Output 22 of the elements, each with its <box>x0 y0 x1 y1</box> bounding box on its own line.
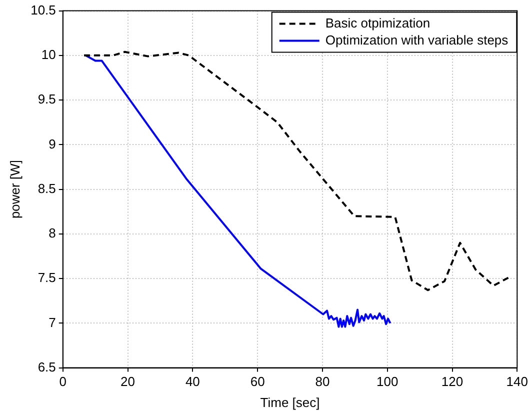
x-tick-label: 120 <box>441 374 464 390</box>
x-tick-label: 40 <box>185 374 200 390</box>
x-tick-label: 100 <box>376 374 398 390</box>
y-axis-title: power [W] <box>7 160 22 219</box>
x-axis-title: Time [sec] <box>260 394 320 410</box>
y-tick-label: 10 <box>41 47 56 62</box>
x-tick-label: 20 <box>120 374 136 390</box>
y-tick-label: 10.5 <box>30 2 56 18</box>
line-series <box>82 50 510 292</box>
y-tick-label: 8.5 <box>38 180 56 196</box>
legend-label: Optimization with variable steps <box>325 32 509 48</box>
x-tick-label: 0 <box>59 374 67 390</box>
y-tick-label: 7.5 <box>38 270 56 286</box>
y-tick-label: 7 <box>48 314 56 330</box>
legend-label: Basic otpimization <box>325 15 430 30</box>
y-tick-label: 8 <box>48 226 56 241</box>
y-tick-label: 6.5 <box>38 359 56 374</box>
x-tick-label: 80 <box>315 374 330 390</box>
x-tick-label: 60 <box>250 374 265 390</box>
y-tick-label: 9.5 <box>38 92 56 107</box>
y-tick-label: 9 <box>48 136 56 152</box>
x-tick-label: 140 <box>506 374 528 390</box>
